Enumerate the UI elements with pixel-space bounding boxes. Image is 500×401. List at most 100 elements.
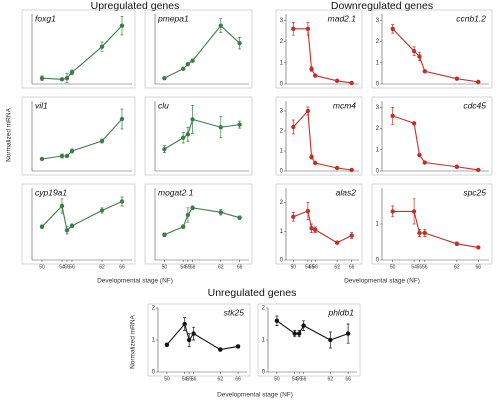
data-point	[313, 160, 318, 166]
data-point	[39, 156, 45, 162]
series-line	[166, 322, 239, 351]
data-point	[119, 199, 125, 204]
panel-title: spc25	[463, 187, 486, 197]
y-tick-label: 2	[376, 39, 380, 45]
y-tick-label: 0	[262, 370, 266, 376]
data-point	[181, 224, 186, 229]
x-tick-label: 62	[454, 264, 460, 270]
y-tick-label: 1	[152, 338, 156, 344]
y-tick-label: 1	[280, 60, 284, 66]
data-point	[390, 209, 395, 214]
y-tick-label: 2	[376, 126, 380, 132]
data-point	[185, 132, 191, 137]
x-tick-label: 54	[180, 264, 186, 270]
data-point	[237, 215, 242, 220]
x-tick-label: 66	[476, 264, 482, 270]
panel-title: vil1	[35, 100, 48, 110]
data-point	[309, 154, 314, 160]
data-point	[64, 75, 70, 81]
data-point	[411, 48, 417, 54]
series-line	[292, 109, 352, 171]
series-line	[276, 320, 349, 341]
x-tick-label: 54	[182, 376, 188, 382]
data-point	[69, 70, 75, 75]
x-tick-label: 56	[191, 376, 197, 382]
y-axis-label: Normalized mRNA	[130, 314, 137, 368]
y-tick-label: 1	[376, 60, 380, 66]
data-point	[422, 230, 427, 236]
data-point	[218, 347, 223, 352]
x-tick-label: 62	[218, 264, 224, 270]
data-point	[422, 69, 427, 74]
data-point	[237, 122, 242, 127]
x-tick-label: 55	[64, 264, 70, 270]
y-tick-label: 3	[376, 18, 380, 24]
data-point	[411, 121, 417, 126]
data-point	[59, 77, 65, 82]
y-tick-label: 2	[262, 306, 266, 312]
panel-title: phldb1	[327, 307, 354, 317]
data-point	[334, 165, 340, 171]
data-point	[59, 203, 65, 209]
y-tick-label: 0	[280, 258, 284, 264]
data-point	[476, 79, 481, 85]
data-point	[190, 205, 195, 210]
data-point	[349, 233, 354, 238]
data-point	[305, 208, 311, 214]
data-point	[390, 26, 395, 32]
x-tick-label: 50	[274, 376, 280, 382]
y-tick-label: 0	[376, 82, 380, 88]
y-tick-label: 0	[376, 169, 380, 175]
panel-title: ccnb1.2	[456, 13, 486, 23]
series-line	[293, 210, 352, 244]
data-point	[64, 228, 70, 233]
panel-frame	[275, 183, 363, 265]
panel-frame	[371, 96, 493, 176]
group-title: Unregulated genes	[208, 287, 297, 299]
data-point	[181, 135, 186, 140]
y-tick-label: 1	[376, 147, 380, 153]
panel-title: stk25	[224, 307, 245, 317]
x-axis-label: Developmental stage (NF)	[217, 392, 293, 399]
y-tick-label: 1	[280, 229, 284, 235]
x-tick-label: 55	[309, 264, 315, 270]
x-tick-label: 54	[59, 264, 65, 270]
data-point	[119, 23, 125, 28]
data-point	[292, 331, 297, 336]
data-point	[69, 223, 75, 228]
panel-title: alas2	[336, 187, 357, 197]
y-tick-label: 1	[376, 222, 380, 228]
data-point	[99, 138, 105, 144]
panel-frame	[275, 96, 363, 176]
x-tick-label: 62	[334, 264, 340, 270]
series-line	[392, 210, 479, 248]
data-point	[390, 113, 395, 119]
x-tick-label: 56	[301, 376, 307, 382]
data-point	[64, 153, 70, 159]
x-tick-label: 56	[190, 264, 196, 270]
series-line	[164, 24, 240, 79]
data-point	[162, 75, 167, 81]
x-tick-label: 54	[411, 264, 417, 270]
x-tick-label: 66	[349, 264, 355, 270]
data-point	[422, 160, 427, 165]
data-point	[218, 125, 223, 130]
data-point	[345, 331, 351, 336]
panel-title: cyp19a1	[35, 187, 67, 197]
y-tick-label: 2	[152, 306, 156, 312]
data-point	[185, 212, 191, 218]
panel-frame	[147, 303, 251, 377]
data-point	[454, 76, 460, 81]
data-point	[69, 148, 75, 154]
data-point	[235, 344, 241, 349]
data-point	[39, 75, 45, 81]
y-tick-label: 0	[280, 169, 284, 175]
x-tick-label: 55	[185, 264, 191, 270]
x-tick-label: 62	[99, 264, 105, 270]
group-title: Downregulated genes	[331, 0, 433, 12]
y-tick-label: 1	[280, 149, 284, 155]
y-tick-label: 2	[280, 39, 284, 45]
data-point	[309, 226, 314, 231]
y-tick-label: 2	[280, 129, 284, 135]
y-tick-label: 0	[152, 370, 156, 376]
